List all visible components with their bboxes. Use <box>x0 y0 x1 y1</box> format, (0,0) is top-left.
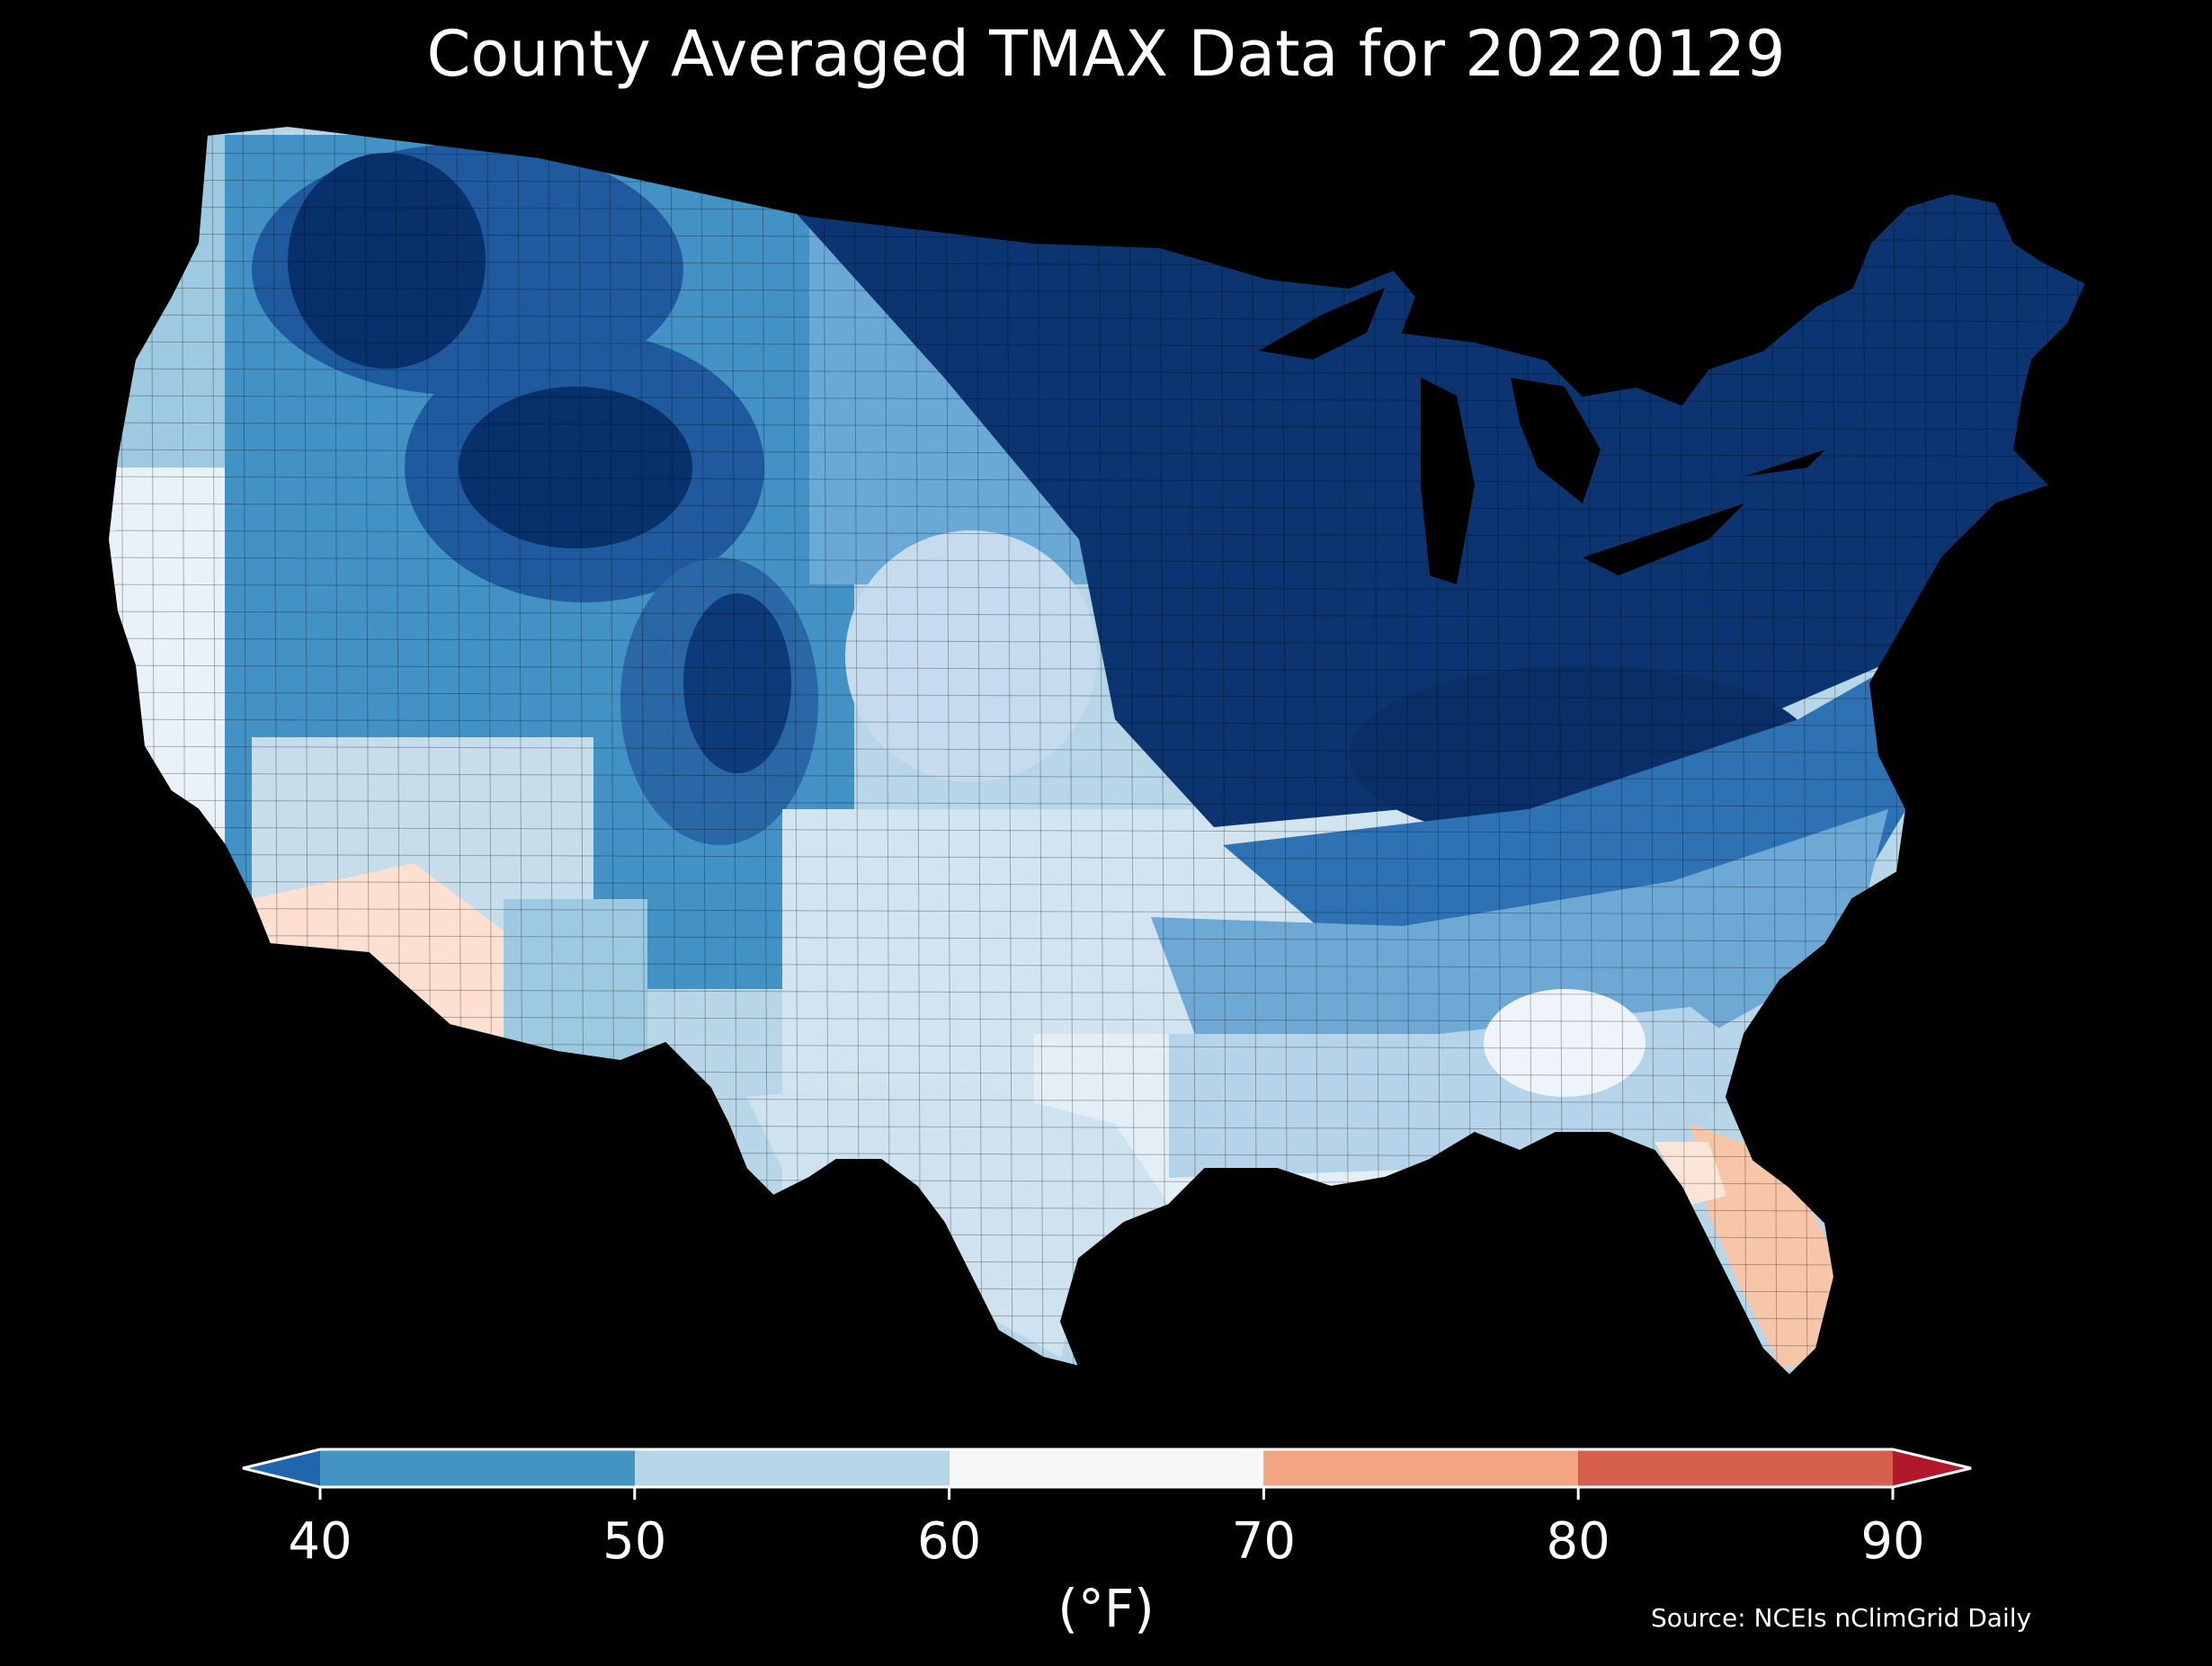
colorbar-tick-label: 50 <box>602 1512 667 1571</box>
colorbar-bin-5 <box>1578 1449 1893 1487</box>
colorbar-bin-0 <box>243 1449 320 1487</box>
colorbar-bin-1 <box>320 1449 635 1487</box>
colorbar-tick-label: 80 <box>1546 1512 1610 1571</box>
colorbar-tick-label: 60 <box>916 1512 982 1571</box>
colorbar-tick-label: 70 <box>1231 1512 1297 1571</box>
colorbar-bin-3 <box>949 1449 1264 1487</box>
colorbar-bin-4 <box>1263 1449 1579 1487</box>
colorbar-bin-6 <box>1893 1449 1971 1487</box>
colorbar-tick-label: 40 <box>288 1512 352 1571</box>
colorbar-bin-2 <box>634 1449 950 1487</box>
colorbar-tick-label: 90 <box>1860 1512 1925 1571</box>
source-credit: Source: NCEIs nClimGrid Daily <box>1651 1603 2032 1633</box>
map-title: County Averaged TMAX Data for 20220129 <box>426 17 1786 91</box>
county-temperature-map <box>107 125 2087 1376</box>
great-lakes <box>1259 288 1825 584</box>
colorbar-outline <box>242 1448 1972 1489</box>
